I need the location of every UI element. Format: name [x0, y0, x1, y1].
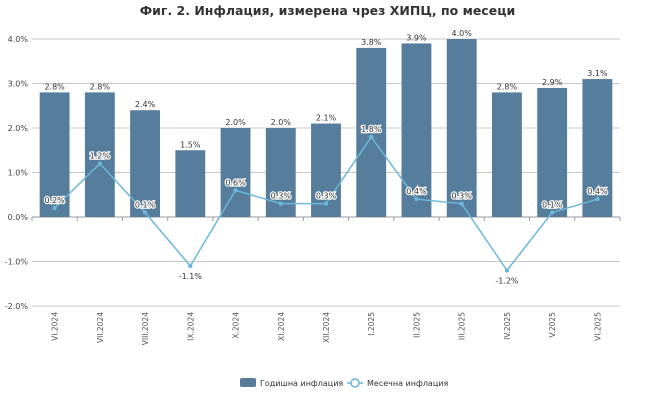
bar-data-label: 2.0%: [271, 118, 292, 127]
line-data-label: 1.2%: [90, 152, 111, 161]
line-data-label: 0.1%: [542, 201, 563, 210]
legend-line-marker: [350, 378, 360, 388]
line-point: [595, 197, 600, 202]
legend-bar-label: Годишна инфлация: [260, 379, 343, 388]
bar-data-label: 2.8%: [497, 82, 518, 91]
bar: [311, 123, 341, 217]
line-data-label: -1.2%: [495, 276, 519, 285]
bar: [582, 79, 613, 217]
bar-data-label: 4.0%: [452, 29, 473, 38]
line-point: [97, 161, 103, 166]
y-tick-label: -1.0%: [5, 258, 29, 267]
x-tick-label: VI.2025: [593, 312, 602, 341]
line-point: [188, 263, 193, 269]
line-data-label: 0.4%: [406, 187, 427, 196]
bar: [446, 39, 477, 217]
bar-data-label: 3.1%: [587, 69, 608, 78]
x-tick-label: VII.2024: [96, 312, 105, 343]
y-tick-label: 1.0%: [8, 169, 29, 178]
bar-data-label: 2.8%: [44, 82, 65, 91]
bar: [39, 92, 70, 217]
bar-data-label: 2.1%: [316, 114, 337, 123]
line-point: [414, 197, 419, 202]
x-tick-label: X.2024: [232, 312, 241, 339]
line-data-label: 0.3%: [452, 192, 473, 201]
bar-data-label: 2.8%: [90, 82, 111, 91]
x-tick-label: IX.2024: [186, 312, 195, 341]
x-tick-label: IV.2025: [503, 312, 512, 340]
bar-data-label: 1.5%: [180, 140, 201, 149]
y-tick-label: 4.0%: [8, 35, 29, 44]
x-tick-label: VI.2024: [51, 312, 60, 341]
legend-line-label: Месечна инфлация: [367, 379, 448, 388]
x-tick-label: XII.2024: [322, 312, 331, 343]
line-data-label: 0.4%: [587, 187, 608, 196]
x-tick-label: V.2025: [548, 312, 557, 338]
chart-title: Фиг. 2. Инфлация, измерена чрез ХИПЦ, по…: [139, 3, 516, 18]
bar: [220, 128, 251, 217]
line-point: [459, 201, 464, 206]
line-point: [52, 205, 57, 211]
y-tick-label: 0.0%: [8, 213, 29, 222]
line-data-label: 1.8%: [361, 125, 382, 134]
legend-bar-swatch: [240, 378, 256, 387]
bar-data-label: 2.0%: [225, 118, 246, 127]
line-data-label: -1.1%: [179, 272, 203, 281]
line-point: [549, 210, 555, 215]
line-point: [369, 134, 374, 140]
bar: [84, 92, 115, 217]
bar: [356, 47, 387, 218]
bar-data-label: 2.4%: [135, 100, 156, 109]
line-data-label: 0.1%: [135, 201, 156, 210]
bar: [130, 110, 161, 217]
bar-data-label: 2.9%: [542, 78, 563, 87]
line-point: [504, 268, 510, 273]
x-tick-label: I.2025: [367, 312, 376, 336]
y-tick-label: 2.0%: [8, 124, 29, 133]
x-tick-label: VIII.2024: [141, 312, 150, 345]
line-point: [233, 188, 238, 193]
line-data-label: 0.2%: [44, 196, 65, 205]
line-data-label: 0.3%: [316, 192, 337, 201]
x-tick-label: XI.2024: [277, 312, 286, 341]
bar: [175, 150, 206, 217]
line-data-label: 0.6%: [225, 178, 246, 187]
y-tick-label: 3.0%: [8, 80, 29, 89]
line-point: [323, 201, 329, 206]
bar: [491, 92, 522, 217]
y-tick-label: -2.0%: [5, 302, 29, 311]
line-data-label: 0.3%: [271, 192, 292, 201]
line-point: [142, 210, 148, 215]
bar: [401, 43, 432, 218]
bar-data-label: 3.9%: [406, 33, 427, 42]
x-tick-label: II.2025: [412, 312, 421, 338]
line-point: [278, 201, 283, 206]
bar: [537, 87, 568, 217]
x-tick-label: III.2025: [458, 312, 467, 340]
bar-data-label: 3.8%: [361, 38, 382, 47]
